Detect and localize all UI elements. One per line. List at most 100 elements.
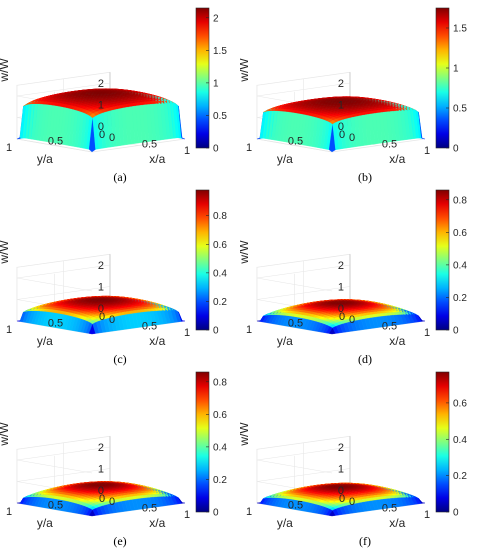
- caption-d: (d): [358, 352, 372, 366]
- z-axis-label: w/W: [240, 58, 251, 83]
- surface-chart: 0 1 2 0 0.5 1 0 0.5 1 w/W x/a y/a 0 0.2 0.4 0.6 0.8: [0, 189, 227, 348]
- colorbar-tick-label: 0.4: [213, 268, 227, 279]
- x-axis-label: x/a: [149, 152, 165, 166]
- x-axis-label: x/a: [389, 334, 405, 348]
- y-tick-label: 0: [99, 129, 105, 141]
- z-tick-label: 1: [98, 282, 104, 294]
- x-axis-label: x/a: [389, 516, 405, 530]
- colorbar-tick-label: 0: [453, 326, 459, 337]
- colorbar-tick-label: 0: [213, 326, 219, 337]
- surface-cell: [178, 106, 186, 140]
- colorbar-tick-label: 1: [213, 78, 219, 89]
- surface-cell: [418, 112, 426, 140]
- colorbar: 0 0.5 1 1.5: [435, 7, 467, 155]
- z-tick-label: 0: [338, 485, 344, 497]
- surface-panel-b: 0 1 2 0 0.5 1 0 0.5 1 w/W x/a y/a 0 0.5 1 1.5: [237, 0, 478, 175]
- x-tick-label: 0: [109, 496, 115, 508]
- z-tick-label: 1: [338, 464, 344, 476]
- surface-chart: 0 1 2 0 0.5 1 0 0.5 1 w/W x/a y/a 0 0.5 1 1.5: [237, 7, 467, 166]
- surface-mesh: [256, 96, 426, 153]
- colorbar-tick-label: 0.4: [453, 435, 467, 446]
- y-tick-label: 0: [339, 493, 345, 505]
- surface-panel-e: 0 1 2 0 0.5 1 0 0.5 1 w/W x/a y/a 0 0.2 0.4 0.6 0.8: [0, 364, 238, 539]
- surface-mesh: [256, 299, 426, 335]
- colorbar-tick-label: 0.5: [453, 104, 467, 115]
- colorbar-tick-label: 0.6: [453, 228, 467, 239]
- colorbar-tick-label: 0: [213, 144, 219, 155]
- y-tick-label: 0.5: [48, 318, 63, 330]
- z-tick-label: 1: [98, 100, 104, 112]
- surface-cell: [178, 497, 186, 504]
- x-tick-label: 0.5: [382, 503, 397, 515]
- colorbar-tick-label: 0.6: [453, 398, 467, 409]
- surface-chart: 0 1 2 0 0.5 1 0 0.5 1 w/W x/a y/a 0 0.2 0.4 0.6: [237, 371, 467, 530]
- surface-chart: 0 1 2 0 0.5 1 0 0.5 1 w/W x/a y/a 0 0.2 0.4 0.6 0.8: [0, 371, 227, 530]
- z-tick-label: 0: [98, 485, 104, 497]
- surface-cell: [178, 311, 186, 322]
- x-axis-label: x/a: [149, 334, 165, 348]
- y-tick-label: 1: [246, 506, 252, 518]
- x-tick-label: 1: [424, 327, 430, 339]
- y-tick-label: 1: [6, 142, 12, 154]
- colorbar: 0 0.2 0.4 0.6: [435, 371, 467, 519]
- colorbar-tick-label: 0.8: [213, 377, 227, 388]
- colorbar-tick-label: 2: [213, 13, 219, 24]
- z-tick-label: 2: [98, 442, 104, 454]
- surface-panel-d: 0 1 2 0 0.5 1 0 0.5 1 w/W x/a y/a 0 0.2 0.4 0.6 0.8: [237, 182, 478, 357]
- y-axis-label: y/a: [37, 334, 53, 348]
- x-tick-label: 0.5: [142, 503, 157, 515]
- colorbar-tick-label: 0.6: [213, 240, 227, 251]
- colorbar: 0 0.2 0.4 0.6 0.8: [435, 189, 467, 337]
- z-tick-label: 1: [338, 100, 344, 112]
- x-tick-label: 0: [349, 496, 355, 508]
- z-axis-label: w/W: [240, 240, 251, 265]
- surface-cell: [418, 498, 426, 504]
- z-tick-label: 2: [98, 260, 104, 272]
- z-axis-label: w/W: [0, 240, 11, 265]
- z-tick-label: 1: [98, 464, 104, 476]
- colorbar-tick-label: 0.2: [453, 471, 467, 482]
- z-tick-label: 0: [338, 121, 344, 133]
- x-axis-label: x/a: [149, 516, 165, 530]
- x-tick-label: 0: [109, 132, 115, 144]
- colorbar: 0 0.2 0.4 0.6 0.8: [195, 371, 227, 519]
- x-tick-label: 0.5: [382, 139, 397, 151]
- surface-panel-c: 0 1 2 0 0.5 1 0 0.5 1 w/W x/a y/a 0 0.2 0.4 0.6 0.8: [0, 182, 238, 357]
- z-tick-label: 0: [338, 303, 344, 315]
- colorbar-tick-label: 0.2: [453, 293, 467, 304]
- x-tick-label: 0: [109, 314, 115, 326]
- surface-cell: [418, 315, 426, 322]
- colorbar-tick-label: 0.2: [213, 297, 227, 308]
- x-tick-label: 1: [184, 509, 190, 521]
- surface-mesh: [256, 482, 426, 517]
- caption-b: (b): [358, 170, 372, 184]
- z-tick-label: 2: [338, 260, 344, 272]
- x-tick-label: 0: [349, 314, 355, 326]
- z-tick-label: 1: [338, 282, 344, 294]
- caption-f: (f): [359, 534, 371, 548]
- z-tick-label: 0: [98, 303, 104, 315]
- z-axis-label: w/W: [0, 58, 11, 83]
- x-tick-label: 1: [424, 509, 430, 521]
- y-axis-label: y/a: [277, 152, 293, 166]
- y-tick-label: 0.5: [48, 500, 63, 512]
- y-axis-label: y/a: [277, 334, 293, 348]
- caption-a: (a): [113, 170, 127, 184]
- colorbar-tick-label: 0.2: [213, 475, 227, 486]
- y-tick-label: 0: [339, 129, 345, 141]
- x-tick-label: 1: [424, 145, 430, 157]
- x-tick-label: 1: [184, 327, 190, 339]
- surface-panel-a: 0 1 2 0 0.5 1 0 0.5 1 w/W x/a y/a 0 0.5 1 1.5 2: [0, 0, 238, 175]
- y-tick-label: 1: [246, 324, 252, 336]
- colorbar: 0 0.5 1 1.5 2: [195, 7, 227, 155]
- colorbar-tick-label: 0.4: [213, 442, 227, 453]
- colorbar-tick-label: 0.8: [213, 211, 227, 222]
- y-tick-label: 0.5: [288, 500, 303, 512]
- y-tick-label: 0.5: [48, 136, 63, 148]
- x-tick-label: 0.5: [142, 139, 157, 151]
- colorbar-tick-label: 0: [453, 144, 459, 155]
- z-axis-label: w/W: [0, 422, 11, 447]
- x-tick-label: 1: [184, 145, 190, 157]
- surface-panel-f: 0 1 2 0 0.5 1 0 0.5 1 w/W x/a y/a 0 0.2 0.4 0.6: [237, 364, 478, 539]
- surface-mesh: [16, 88, 186, 153]
